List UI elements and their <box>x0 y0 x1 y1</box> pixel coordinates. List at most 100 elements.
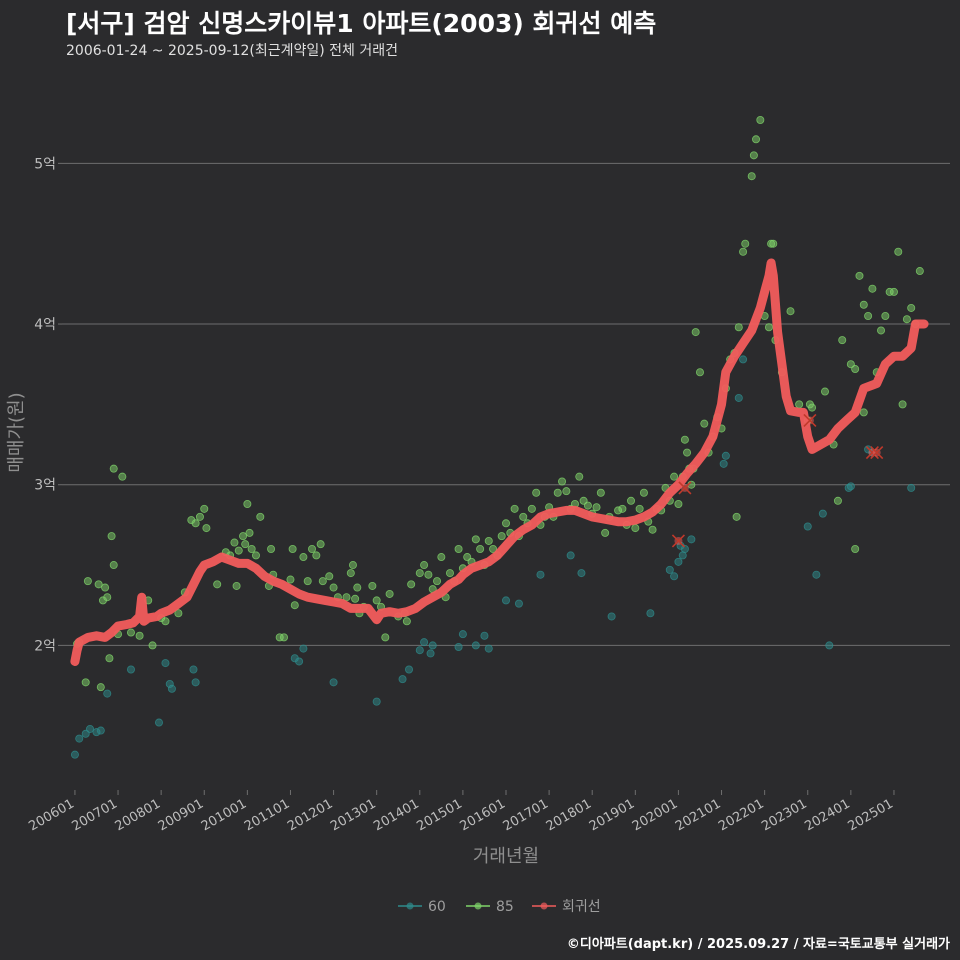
data-point-85 <box>510 504 519 513</box>
y-tick-labels: 2억 3억 4억 5억 <box>34 156 56 654</box>
data-point-60 <box>329 678 338 687</box>
data-point-85 <box>381 633 390 642</box>
data-point-60 <box>428 641 437 650</box>
x-tick-label: 201201 <box>285 796 335 834</box>
data-point-85 <box>575 472 584 481</box>
data-point-85 <box>562 487 571 496</box>
data-point-85 <box>764 323 773 332</box>
y-tick-label: 5억 <box>34 156 56 172</box>
data-point-85 <box>877 326 886 335</box>
data-point-85 <box>596 488 605 497</box>
data-point-85 <box>881 312 890 321</box>
data-point-85 <box>532 488 541 497</box>
data-point-85 <box>889 287 898 296</box>
prediction-cross <box>803 413 817 428</box>
data-point-85 <box>251 551 260 560</box>
data-point-85 <box>118 472 127 481</box>
data-point-85 <box>489 544 498 553</box>
data-point-85 <box>94 580 103 589</box>
data-point-60 <box>514 599 523 608</box>
data-point-85 <box>519 512 528 521</box>
data-point-60 <box>299 644 308 653</box>
data-point-85 <box>148 641 157 650</box>
chart-subtitle: 2006-01-24 ~ 2025-09-12(최근계약일) 전체 거래건 <box>66 43 398 59</box>
data-point-60 <box>86 724 95 733</box>
data-point-60 <box>719 459 728 468</box>
data-point-85 <box>126 628 135 637</box>
x-tick-label: 202001 <box>630 796 680 834</box>
data-point-85 <box>286 575 295 584</box>
grid-lines <box>58 162 950 795</box>
legend-key-dot <box>474 902 482 910</box>
data-point-85 <box>256 512 265 521</box>
data-point-60 <box>471 641 480 650</box>
data-point-85 <box>420 561 429 570</box>
data-point-85 <box>756 115 765 124</box>
data-point-60 <box>167 684 176 693</box>
data-point-85 <box>752 135 761 144</box>
data-point-85 <box>407 580 416 589</box>
data-point-85 <box>868 284 877 293</box>
data-point-85 <box>230 538 239 547</box>
data-point-85 <box>741 239 750 248</box>
data-point-85 <box>639 488 648 497</box>
data-point-60 <box>191 678 200 687</box>
data-point-85 <box>898 400 907 409</box>
data-point-85 <box>851 544 860 553</box>
y-tick-label: 2억 <box>34 638 56 654</box>
data-point-85 <box>232 581 241 590</box>
source-credit: ©디아파트(dapt.kr) / 2025.09.27 / 자료=국토교통부 실… <box>566 937 950 952</box>
data-point-85 <box>859 408 868 417</box>
data-point-60 <box>907 483 916 492</box>
data-point-60 <box>846 482 855 491</box>
data-point-85 <box>734 323 743 332</box>
legend-key-dot <box>406 902 414 910</box>
prediction-markers <box>671 413 884 548</box>
data-point-85 <box>558 477 567 486</box>
data-point-85 <box>202 524 211 533</box>
data-point-85 <box>445 569 454 578</box>
x-tick-label: 201101 <box>242 796 292 834</box>
data-point-85 <box>627 496 636 505</box>
data-point-85 <box>239 532 248 541</box>
data-point-60 <box>161 659 170 668</box>
data-point-85 <box>342 593 351 602</box>
data-point-85 <box>267 544 276 553</box>
x-tick-label: 201801 <box>544 796 594 834</box>
data-point-85 <box>385 589 394 598</box>
data-point-60 <box>721 451 730 460</box>
data-point-60 <box>577 569 586 578</box>
prediction-cross <box>865 446 879 460</box>
data-point-60 <box>154 718 163 727</box>
data-point-85 <box>316 540 325 549</box>
data-point-85 <box>174 609 183 618</box>
data-point-60 <box>739 355 748 364</box>
data-point-85 <box>670 472 679 481</box>
data-point-85 <box>700 419 709 428</box>
x-tick-label: 202301 <box>759 796 809 834</box>
data-point-85 <box>695 368 704 377</box>
scatter-points <box>70 115 924 759</box>
data-point-85 <box>915 267 924 276</box>
legend-key-dot <box>540 902 548 910</box>
x-axis-label: 거래년월 <box>473 846 539 867</box>
data-point-85 <box>109 464 118 473</box>
data-point-85 <box>454 544 463 553</box>
data-point-85 <box>907 303 916 312</box>
data-point-60 <box>70 750 79 759</box>
data-point-85 <box>290 601 299 610</box>
data-point-60 <box>103 689 112 698</box>
regression-line-group <box>70 258 929 666</box>
data-point-60 <box>607 612 616 621</box>
data-point-85 <box>527 504 536 513</box>
x-tick-label: 200801 <box>113 796 163 834</box>
data-point-85 <box>674 499 683 508</box>
x-tick-label: 202201 <box>716 796 766 834</box>
data-point-60 <box>96 726 105 735</box>
legend-label: 85 <box>496 899 514 915</box>
data-point-85 <box>303 577 312 586</box>
data-point-60 <box>803 522 812 531</box>
data-point-60 <box>398 675 407 684</box>
x-tick-label: 201501 <box>414 796 464 834</box>
data-point-85 <box>353 583 362 592</box>
